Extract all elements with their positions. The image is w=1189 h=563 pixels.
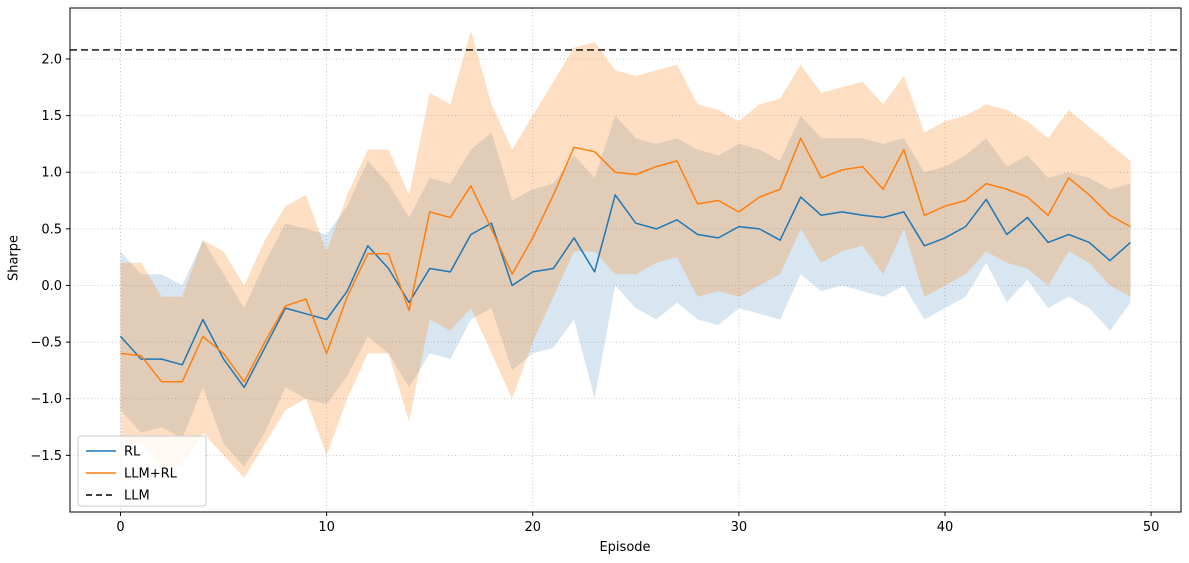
y-tick-label: −1.5 [30, 449, 62, 464]
legend: RL LLM+RL LLM [77, 435, 207, 507]
x-tick-label: 40 [937, 520, 954, 535]
y-axis-label: Sharpe [6, 234, 22, 282]
x-tick-label: 20 [524, 520, 541, 535]
grid [70, 8, 1181, 512]
ticks: 0 10 20 30 40 50 −1.5 −1.0 −0.5 0.0 0.5 1.0 1.5 2.0 [30, 52, 1159, 535]
x-tick-label: 0 [116, 520, 124, 535]
y-tick-label: 0.0 [41, 279, 62, 294]
line-llm-rl [120, 137, 1131, 383]
band-rl [120, 115, 1131, 467]
legend-label-rl: RL [124, 445, 141, 460]
x-tick-label: 30 [731, 520, 748, 535]
line-rl [119, 194, 1131, 389]
x-tick-label: 10 [318, 520, 335, 535]
x-tick-label: 50 [1143, 520, 1160, 535]
legend-frame [77, 435, 207, 507]
plot-border [69, 7, 1182, 513]
band-llm-rl [120, 30, 1131, 478]
legend-label-llm: LLM [124, 489, 150, 504]
y-tick-label: 1.5 [41, 109, 62, 124]
y-tick-label: 2.0 [41, 52, 62, 67]
legend-label-llm-rl: LLM+RL [124, 467, 178, 482]
y-tick-label: 0.5 [41, 222, 62, 237]
y-tick-label: −0.5 [30, 336, 62, 351]
x-axis-label: Episode [599, 540, 651, 555]
y-tick-label: −1.0 [30, 392, 62, 407]
y-tick-label: 1.0 [41, 166, 62, 181]
